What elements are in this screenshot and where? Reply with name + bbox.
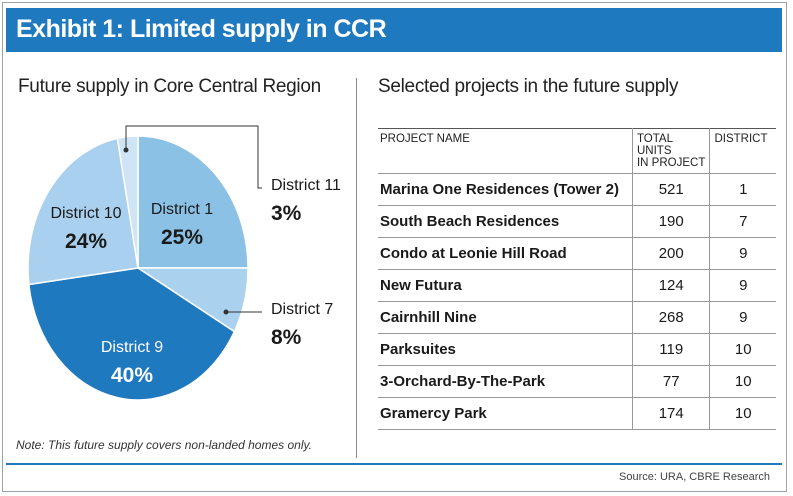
footnote: Note: This future supply covers non-land… (16, 438, 312, 452)
district-cell: 9 (709, 269, 776, 302)
projects-table: PROJECT NAME TOTAL UNITS IN PROJECT DISTRIC… (378, 128, 776, 430)
project-name-cell: South Beach Residences (378, 205, 633, 238)
leader-line-district-11 (125, 125, 262, 189)
slice-value-district-7: 8% (271, 326, 302, 349)
total-units-cell: 174 (631, 397, 710, 430)
district-cell: 10 (709, 365, 776, 398)
column-header-district: DISTRICT (709, 128, 776, 174)
table-row: 3-Orchard-By-The-Park 77 10 (378, 365, 776, 398)
column-header-total-units: TOTAL UNITS IN PROJECT (631, 128, 710, 174)
total-units-cell: 119 (631, 333, 710, 366)
pie-slice-district-9 (28, 267, 236, 401)
table-row: Cairnhill Nine 268 9 (378, 301, 776, 334)
district-cell: 10 (709, 397, 776, 430)
project-name-cell: Condo at Leonie Hill Road (378, 237, 633, 270)
slice-value-district-1: 25% (161, 226, 203, 249)
table-row: Marina One Residences (Tower 2) 521 1 (378, 173, 776, 206)
table-subtitle: Selected projects in the future supply (378, 76, 679, 97)
project-name-cell: Gramercy Park (378, 397, 633, 430)
project-name-cell: 3-Orchard-By-The-Park (378, 365, 633, 398)
total-units-cell: 200 (631, 237, 710, 270)
slice-label-district-10: District 10 (50, 205, 121, 222)
district-cell: 9 (709, 237, 776, 270)
exhibit-title: Exhibit 1: Limited supply in CCR (16, 15, 387, 43)
district-cell: 10 (709, 333, 776, 366)
table-header-row: PROJECT NAME TOTAL UNITS IN PROJECT DISTRIC… (378, 128, 776, 174)
leader-dot-district-11 (123, 147, 129, 153)
slice-label-district-1: District 1 (151, 201, 213, 218)
total-units-cell: 521 (631, 173, 710, 206)
project-name-cell: Marina One Residences (Tower 2) (378, 173, 633, 206)
district-cell: 1 (709, 173, 776, 206)
slice-value-district-11: 3% (271, 202, 302, 225)
slice-value-district-10: 24% (65, 230, 107, 253)
section-divider (356, 78, 357, 458)
district-cell: 9 (709, 301, 776, 334)
total-units-cell: 268 (631, 301, 710, 334)
total-units-cell: 124 (631, 269, 710, 302)
project-name-cell: New Futura (378, 269, 633, 302)
table-row: Condo at Leonie Hill Road 200 9 (378, 237, 776, 270)
total-units-cell: 190 (631, 205, 710, 238)
slice-label-district-7: District 7 (271, 301, 333, 318)
table-row: Parksuites 119 10 (378, 333, 776, 366)
table-row: South Beach Residences 190 7 (378, 205, 776, 238)
slice-label-district-11: District 11 (271, 177, 341, 194)
slice-label-district-9: District 9 (101, 339, 163, 356)
table-row: New Futura 124 9 (378, 269, 776, 302)
table-row: Gramercy Park 174 10 (378, 397, 776, 430)
source-credit: Source: URA, CBRE Research (619, 471, 770, 483)
title-banner: Exhibit 1: Limited supply in CCR (6, 8, 782, 52)
project-name-cell: Parksuites (378, 333, 633, 366)
slice-value-district-9: 40% (111, 364, 153, 387)
project-name-cell: Cairnhill Nine (378, 301, 633, 334)
leader-dot-district-7 (223, 309, 229, 315)
total-units-cell: 77 (631, 365, 710, 398)
column-header-project-name: PROJECT NAME (380, 133, 470, 145)
pie-slice-district-11 (116, 135, 139, 269)
pie-chart-subtitle: Future supply in Core Central Region (18, 76, 321, 97)
pie-slice-district-10 (27, 137, 139, 286)
district-cell: 7 (709, 205, 776, 238)
pie-slice-district-1 (137, 135, 249, 269)
source-bar: Source: URA, CBRE Research (6, 463, 782, 489)
